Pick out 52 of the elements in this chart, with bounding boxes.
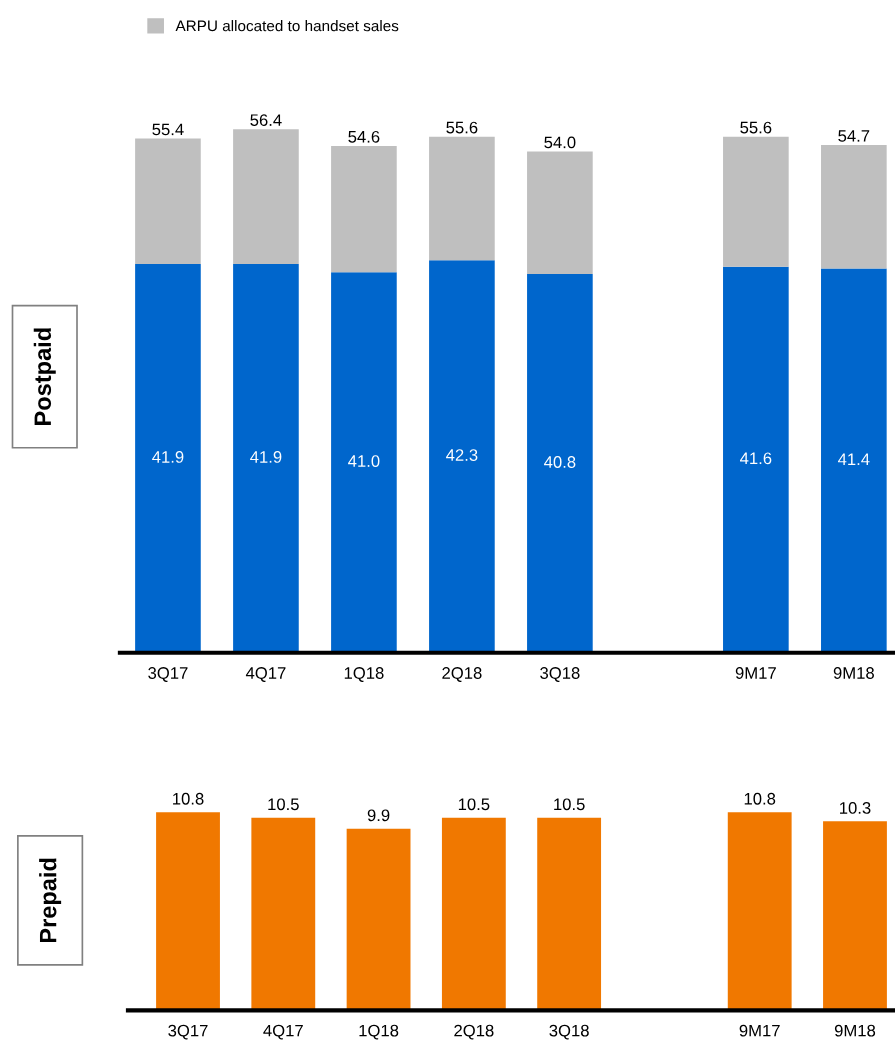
text: Postpaid: [33, 328, 56, 425]
x-tick-label: 2Q18: [442, 667, 482, 682]
data-label: 41.6: [740, 452, 772, 465]
data-label: 9.9: [367, 809, 390, 822]
x-tick-label: 4Q17: [245, 667, 286, 682]
bar: [429, 136, 495, 261]
x-tick-label: 9M17: [735, 667, 776, 679]
x-tick-label: 3Q18: [549, 1024, 589, 1040]
total-label: 54.6: [348, 130, 380, 143]
total-label: 54.0: [544, 136, 576, 149]
x-tick-label: 3Q17: [148, 667, 188, 682]
total-label: 54.7: [838, 130, 870, 142]
x-tick-label: 1Q18: [359, 1024, 399, 1040]
bar: [331, 272, 397, 653]
bar: [821, 268, 887, 653]
legend-label: ARPU allocated to handset sales: [175, 20, 399, 32]
bar: [821, 145, 887, 269]
bar: [135, 263, 201, 653]
data-label: 41.0: [348, 455, 380, 467]
total-label: 55.4: [152, 123, 184, 136]
bar: [723, 136, 789, 267]
total-label: 55.6: [446, 121, 478, 134]
data-label: 10.8: [744, 792, 776, 805]
x-tick-label: 3Q18: [540, 667, 580, 682]
bar: [135, 138, 201, 264]
bar: [527, 274, 593, 653]
data-label: 41.4: [838, 453, 870, 465]
data-label: 10.8: [173, 792, 204, 805]
x-tick-label: 9M18: [834, 1024, 876, 1037]
total-label: 55.6: [740, 121, 772, 134]
bar: [331, 146, 397, 273]
bar: [527, 151, 593, 275]
x-tick-label: 2Q18: [454, 1024, 494, 1040]
x-tick-label: 9M17: [739, 1024, 780, 1037]
x-tick-label: 1Q18: [344, 667, 384, 682]
total-label: 56.4: [250, 114, 282, 127]
bar: [233, 263, 299, 653]
x-tick-label: 3Q17: [168, 1024, 208, 1040]
bar: [429, 260, 495, 653]
data-label: 41.9: [152, 451, 184, 463]
bar: [233, 129, 299, 264]
x-tick-label: 9M18: [833, 667, 874, 679]
data-label: 41.9: [250, 451, 282, 463]
data-label: 40.8: [544, 456, 576, 468]
text: Prepaid: [39, 858, 62, 943]
data-label: 10.5: [458, 798, 490, 811]
data-label: 10.5: [268, 798, 299, 811]
bar: [723, 266, 789, 653]
data-label: 10.5: [554, 798, 585, 811]
data-label: 42.3: [446, 449, 478, 461]
data-label: 10.3: [840, 802, 871, 814]
x-tick-label: 4Q17: [263, 1024, 303, 1040]
